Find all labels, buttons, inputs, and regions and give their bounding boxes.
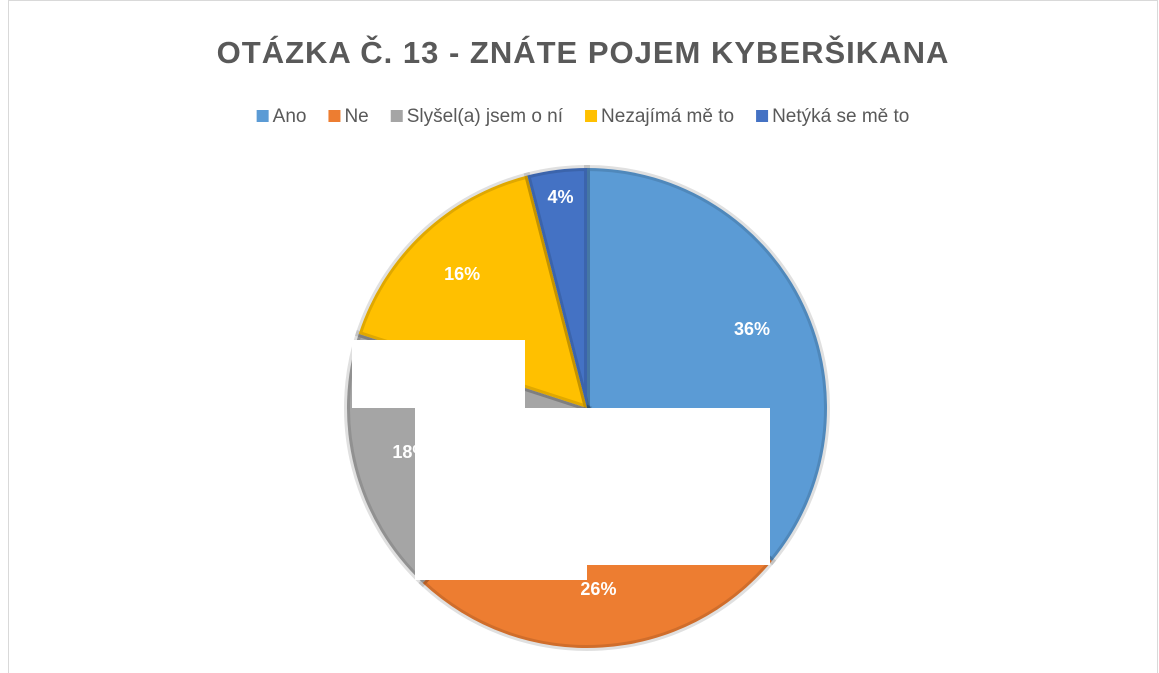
legend-item: Slyšel(a) jsem o ní <box>390 106 564 127</box>
legend-item: Nezajímá mě to <box>585 106 734 127</box>
data-label: 26% <box>580 579 616 599</box>
legend-item: Ano <box>256 106 307 127</box>
blank <box>352 340 525 408</box>
legend-item: Ne <box>328 106 369 127</box>
legend-swatch <box>756 110 769 122</box>
labels: 36% 26% 18% 16% 4% <box>392 187 770 599</box>
data-label: 16% <box>444 264 480 284</box>
data-label: 4% <box>548 187 574 207</box>
artifacts <box>352 340 770 580</box>
chart-title: OTÁZKA Č. 13 - ZNÁTE POJEM KYBERŠIKANA <box>217 34 950 70</box>
legend-label: Ne <box>344 106 368 127</box>
legend-swatch <box>256 110 269 122</box>
legend-swatch <box>328 110 341 122</box>
legend-item: Netýká se mě to <box>756 106 909 127</box>
legend: Ano Ne Slyšel(a) jsem o ní Nezajímá mě to Ne… <box>256 106 909 127</box>
legend-label: Netýká se mě to <box>772 106 909 127</box>
legend-label: Slyšel(a) jsem o ní <box>407 106 564 127</box>
legend-label: Ano <box>273 106 307 127</box>
legend-label: Nezajímá mě to <box>601 106 734 127</box>
pie-slice <box>523 164 590 409</box>
data-label: 36% <box>734 319 770 339</box>
legend-swatch <box>585 110 598 122</box>
data-label: 18% <box>392 442 428 462</box>
blank <box>587 408 770 565</box>
legend-swatch <box>390 110 403 122</box>
blank <box>415 408 587 580</box>
